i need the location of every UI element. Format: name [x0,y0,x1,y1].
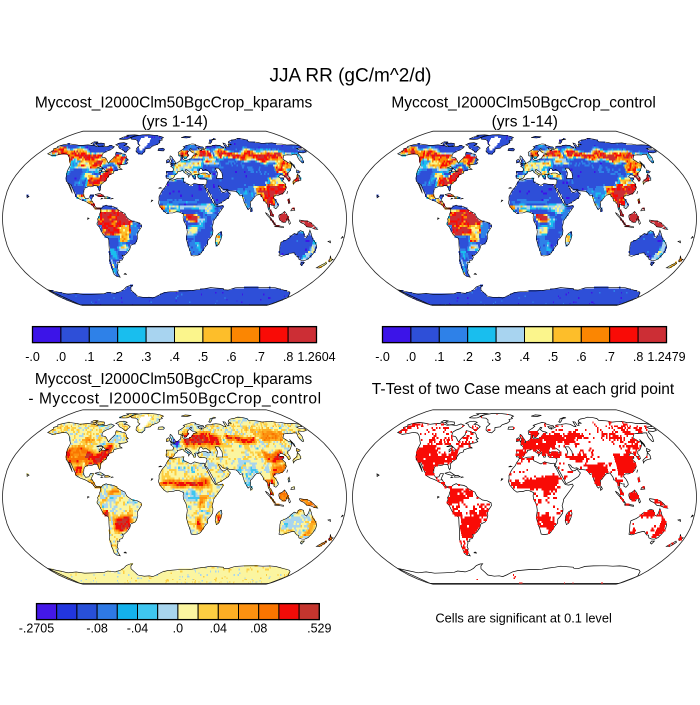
svg-text:.5: .5 [198,350,208,364]
svg-text:(yrs 1-14): (yrs 1-14) [492,114,558,131]
svg-text:.1: .1 [84,350,94,364]
svg-text:.1: .1 [434,350,444,364]
svg-text:1.2604: 1.2604 [297,350,335,364]
svg-text:.8: .8 [633,350,643,364]
svg-text:.0: .0 [56,350,66,364]
svg-text:Myccost_I2000Clm50BgcCrop_kpar: Myccost_I2000Clm50BgcCrop_kparams [35,371,313,388]
svg-text:.0: .0 [173,621,183,635]
svg-text:Cells are significant at 0.1 l: Cells are significant at 0.1 level [435,611,611,626]
svg-text:- Myccost_I2000Clm50BgcCrop_co: - Myccost_I2000Clm50BgcCrop_control [28,391,321,408]
svg-text:.2: .2 [112,350,122,364]
svg-text:.529: .529 [307,621,331,635]
svg-text:.04: .04 [210,621,227,635]
svg-text:1.2479: 1.2479 [647,350,685,364]
svg-text:JJA RR (gC/m^2/d): JJA RR (gC/m^2/d) [269,66,431,87]
svg-text:.0: .0 [406,350,416,364]
svg-text:.7: .7 [604,350,614,364]
svg-text:.6: .6 [226,350,236,364]
svg-text:Myccost_I2000Clm50BgcCrop_cont: Myccost_I2000Clm50BgcCrop_control [391,94,655,111]
svg-text:.3: .3 [491,350,501,364]
svg-text:-.0: -.0 [25,350,40,364]
svg-text:.2: .2 [462,350,472,364]
svg-text:.4: .4 [169,350,179,364]
svg-text:.7: .7 [254,350,264,364]
svg-text:-.04: -.04 [127,621,149,635]
svg-text:.8: .8 [283,350,293,364]
svg-text:.08: .08 [250,621,267,635]
svg-text:Myccost_I2000Clm50BgcCrop_kpar: Myccost_I2000Clm50BgcCrop_kparams [35,94,313,111]
svg-text:.6: .6 [576,350,586,364]
svg-text:-.0: -.0 [375,350,390,364]
svg-text:(yrs 1-14): (yrs 1-14) [142,114,208,131]
svg-text:.3: .3 [141,350,151,364]
svg-text:.4: .4 [519,350,529,364]
svg-text:.5: .5 [548,350,558,364]
svg-text:T-Test of two Case means at ea: T-Test of two Case means at each grid po… [372,381,675,398]
svg-text:-.08: -.08 [86,621,108,635]
svg-text:-.2705: -.2705 [19,621,54,635]
